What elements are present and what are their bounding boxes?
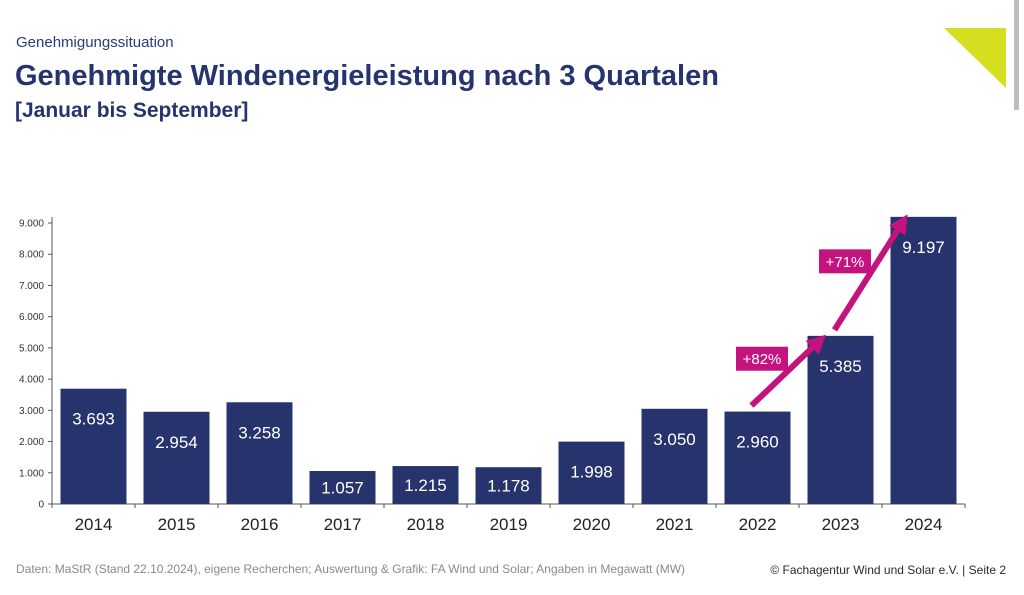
- corner-triangle-logo: [944, 0, 1019, 110]
- data-label: 1.215: [404, 476, 447, 495]
- bar: [392, 466, 459, 504]
- data-label: 3.693: [72, 410, 115, 429]
- page-subtitle: [Januar bis September]: [15, 99, 249, 122]
- section-label: Genehmigungssituation: [16, 34, 174, 51]
- y-tick-label: 8.000: [19, 250, 44, 261]
- data-label: 1.998: [570, 463, 613, 482]
- bar: [309, 470, 376, 504]
- bar: [143, 411, 210, 504]
- data-label: 9.197: [902, 238, 945, 257]
- change-label: +71%: [826, 254, 865, 271]
- change-badge: [819, 249, 871, 274]
- y-tick-label: 1.000: [19, 468, 44, 479]
- data-label: 3.050: [653, 430, 696, 449]
- x-tick-label: 2016: [241, 515, 279, 534]
- data-label: 2.954: [155, 433, 198, 452]
- copyright-note: © Fachagentur Wind und Solar e.V. | Seit…: [770, 563, 1006, 577]
- data-label: 1.057: [321, 478, 364, 497]
- chart-bars: [60, 216, 957, 504]
- y-tick-label: 3.000: [19, 406, 44, 417]
- bar: [890, 216, 957, 504]
- data-label: 5.385: [819, 357, 862, 376]
- bar: [641, 408, 708, 504]
- bar: [558, 441, 625, 504]
- bar: [807, 335, 874, 504]
- x-tick-label: 2015: [158, 515, 196, 534]
- y-tick-label: 9.000: [19, 219, 44, 230]
- x-tick-label: 2023: [822, 515, 860, 534]
- change-label: +82%: [743, 351, 782, 368]
- x-tick-label: 2017: [324, 515, 362, 534]
- y-tick-label: 2.000: [19, 437, 44, 448]
- y-tick-label: 0: [38, 500, 44, 511]
- source-note: Daten: MaStR (Stand 22.10.2024), eigene …: [16, 562, 686, 576]
- data-label: 1.178: [487, 477, 530, 496]
- page-title: Genehmigte Windenergieleistung nach 3 Qu…: [15, 60, 719, 92]
- chart-labels: 2014 3.693 2015 2.954 2016 3.258 2017 1.057 2018…: [72, 238, 945, 534]
- x-tick-label: 2022: [739, 515, 777, 534]
- y-tick-label: 5.000: [19, 343, 44, 354]
- bar: [226, 402, 293, 504]
- y-tick-label: 7.000: [19, 281, 44, 292]
- x-tick-label: 2020: [573, 515, 611, 534]
- x-tick-label: 2024: [905, 515, 943, 534]
- bar: [60, 388, 127, 504]
- x-tick-label: 2021: [656, 515, 694, 534]
- x-tick-label: 2019: [490, 515, 528, 534]
- growth-arrow: [831, 214, 908, 332]
- y-tick-label: 6.000: [19, 312, 44, 323]
- bar: [475, 467, 542, 504]
- data-label: 3.258: [238, 423, 281, 442]
- y-tick-label: 4.000: [19, 375, 44, 386]
- chart-annotations: +82% +71%: [736, 214, 908, 408]
- x-tick-label: 2018: [407, 515, 445, 534]
- data-label: 2.960: [736, 433, 779, 452]
- x-tick-label: 2014: [75, 515, 113, 534]
- change-badge: [736, 346, 788, 371]
- bar: [724, 411, 791, 504]
- growth-arrow: [749, 334, 827, 408]
